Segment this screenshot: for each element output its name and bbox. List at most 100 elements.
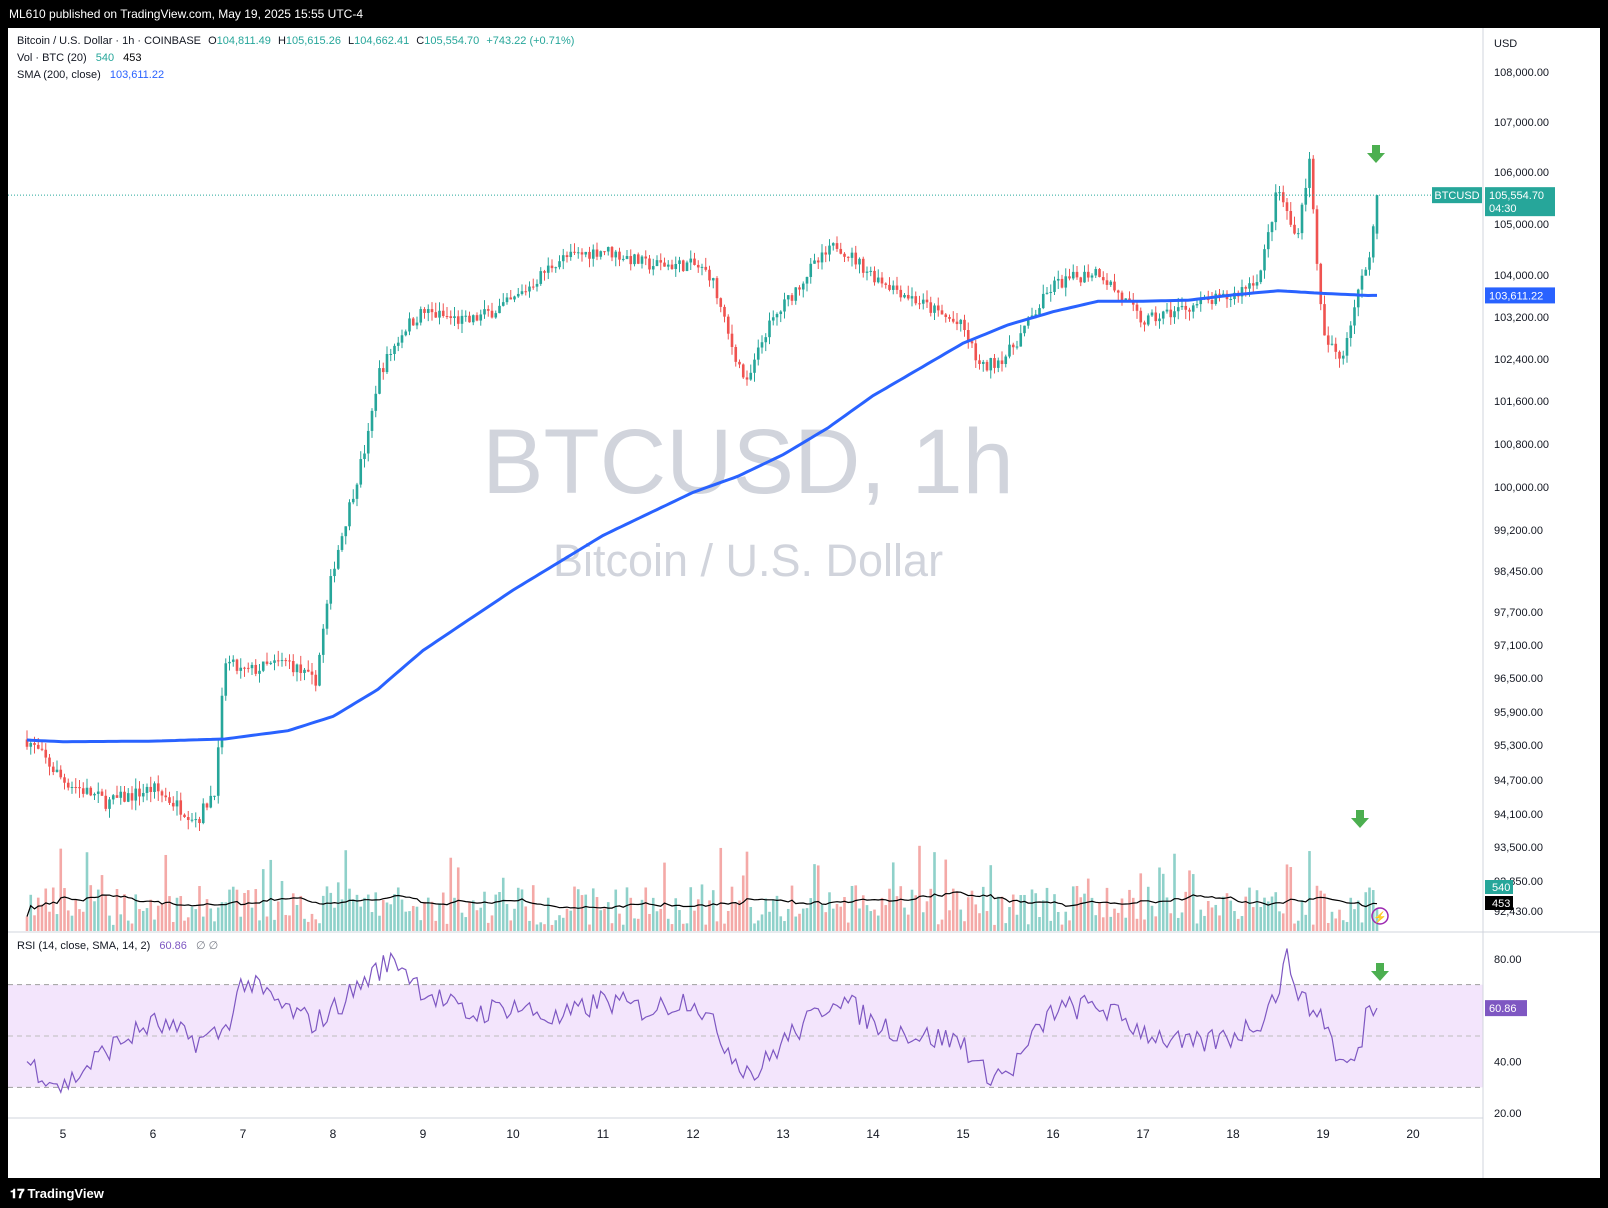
volume-bar bbox=[708, 900, 711, 931]
candle-body bbox=[246, 667, 250, 669]
candle-body bbox=[423, 309, 426, 313]
volume-bar bbox=[1008, 907, 1011, 931]
price-tick-label: 94,100.00 bbox=[1494, 809, 1543, 821]
volume-bar bbox=[813, 864, 816, 931]
candle-body bbox=[220, 695, 224, 748]
volume-bar bbox=[561, 917, 565, 931]
candle-body bbox=[66, 782, 70, 788]
down-arrow-icon bbox=[1371, 963, 1389, 981]
candle-body bbox=[119, 791, 123, 798]
candle-body bbox=[794, 287, 798, 301]
volume-bar bbox=[719, 847, 723, 931]
volume-bar bbox=[1214, 904, 1218, 931]
candle-body bbox=[498, 305, 501, 314]
time-tick-label: 17 bbox=[1136, 1127, 1150, 1141]
volume-bar bbox=[1281, 913, 1285, 931]
volume-bar bbox=[895, 896, 899, 931]
volume-bar bbox=[1116, 912, 1120, 931]
candle-body bbox=[1330, 343, 1334, 345]
candle-body bbox=[291, 661, 295, 673]
tradingview-logo[interactable]: 𝟏𝟕 TradingView bbox=[10, 1186, 104, 1202]
candle-body bbox=[186, 817, 190, 820]
volume-bar bbox=[1360, 922, 1364, 931]
volume-bar bbox=[839, 906, 843, 931]
price-axis[interactable]: 108,000.00 107,000.00 106,000.00 105,000.00… bbox=[1494, 67, 1549, 918]
legend-rsi-title[interactable]: RSI (14, close, SMA, 14, 2) bbox=[17, 940, 150, 952]
candle-body bbox=[910, 296, 914, 299]
down-arrow-icon bbox=[1351, 810, 1369, 828]
volume-bar bbox=[629, 897, 633, 931]
volume-bar bbox=[310, 913, 314, 931]
volume-bar bbox=[730, 886, 734, 931]
candle-body bbox=[329, 576, 333, 604]
legend-symbol[interactable]: Bitcoin / U.S. Dollar · 1h · COINBASE bbox=[17, 35, 201, 47]
volume-bar bbox=[921, 912, 925, 931]
volume-bar bbox=[771, 899, 775, 931]
volume-bar bbox=[138, 909, 141, 931]
time-axis[interactable]: 5 6 7 8 9 10 11 12 13 14 15 16 17 18 19 20 bbox=[60, 1127, 1420, 1141]
legend-change: +743.22 (+0.71%) bbox=[486, 35, 574, 47]
candle-body bbox=[734, 347, 738, 362]
volume-bar bbox=[689, 887, 693, 931]
volume-bar bbox=[666, 918, 670, 931]
volume-bar bbox=[213, 921, 216, 931]
legend-volume-title[interactable]: Vol · BTC (20) bbox=[17, 52, 87, 64]
time-tick-label: 19 bbox=[1316, 1127, 1330, 1141]
candle-body bbox=[359, 459, 363, 485]
volume-bar bbox=[580, 895, 584, 931]
time-tick-label: 14 bbox=[866, 1127, 880, 1141]
volume-bar bbox=[1015, 914, 1019, 931]
volume-bar bbox=[1146, 886, 1150, 931]
candle-body bbox=[903, 294, 906, 298]
candle-body bbox=[629, 256, 633, 265]
candle-body bbox=[393, 345, 396, 354]
candle-body bbox=[786, 295, 790, 300]
volume-ma-label: 453 bbox=[1492, 898, 1510, 910]
candle-body bbox=[1011, 344, 1015, 348]
candle-body bbox=[1338, 351, 1341, 359]
volume-bar bbox=[258, 920, 261, 931]
rsi-pane bbox=[8, 948, 1483, 1095]
volume-bar bbox=[333, 907, 336, 931]
volume-bar bbox=[366, 894, 370, 931]
volume-bar bbox=[880, 897, 884, 931]
candle-body bbox=[475, 315, 479, 321]
candle-body bbox=[1371, 226, 1375, 258]
currency-label[interactable]: USD bbox=[1494, 38, 1517, 50]
price-tick-label: 93,500.00 bbox=[1494, 842, 1543, 854]
volume-bar bbox=[663, 862, 666, 931]
rsi-tick-label: 40.00 bbox=[1494, 1057, 1522, 1069]
volume-bar bbox=[738, 900, 741, 931]
rsi-axis[interactable]: 80.00 40.00 20.00 bbox=[1494, 954, 1522, 1120]
candle-body bbox=[205, 803, 209, 808]
volume-bar bbox=[228, 889, 231, 931]
volume-bar bbox=[381, 899, 385, 931]
legend-sma-title[interactable]: SMA (200, close) bbox=[17, 69, 101, 81]
candle-body bbox=[599, 251, 603, 257]
volume-bar bbox=[1098, 902, 1101, 931]
candle-body bbox=[715, 278, 719, 299]
candle-body bbox=[404, 331, 408, 336]
volume-bar bbox=[456, 867, 460, 931]
candle-body bbox=[663, 262, 666, 267]
volume-bar bbox=[396, 887, 400, 931]
candle-body bbox=[415, 322, 419, 326]
candle-body bbox=[1098, 269, 1101, 278]
candle-body bbox=[1124, 298, 1128, 301]
volume-bar bbox=[1218, 915, 1221, 931]
volume-bar bbox=[1056, 912, 1060, 931]
candle-body bbox=[1240, 287, 1244, 297]
candle-body bbox=[906, 294, 910, 299]
volume-bar bbox=[636, 918, 640, 931]
candle-body bbox=[861, 258, 865, 273]
alert-lightning-icon[interactable]: ⚡ bbox=[1371, 907, 1389, 925]
price-tick-label: 103,200.00 bbox=[1494, 312, 1549, 324]
volume-bar bbox=[606, 902, 610, 931]
candle-body bbox=[745, 377, 749, 380]
volume-bar bbox=[1023, 894, 1026, 931]
volume-bar bbox=[29, 894, 33, 931]
candle-body bbox=[325, 603, 329, 629]
chart-canvas[interactable]: BTCUSD, 1h Bitcoin / U.S. Dollar ⚡ 5 6 bbox=[8, 28, 1600, 1178]
volume-bar bbox=[1109, 916, 1113, 931]
volume-bar bbox=[936, 924, 940, 931]
